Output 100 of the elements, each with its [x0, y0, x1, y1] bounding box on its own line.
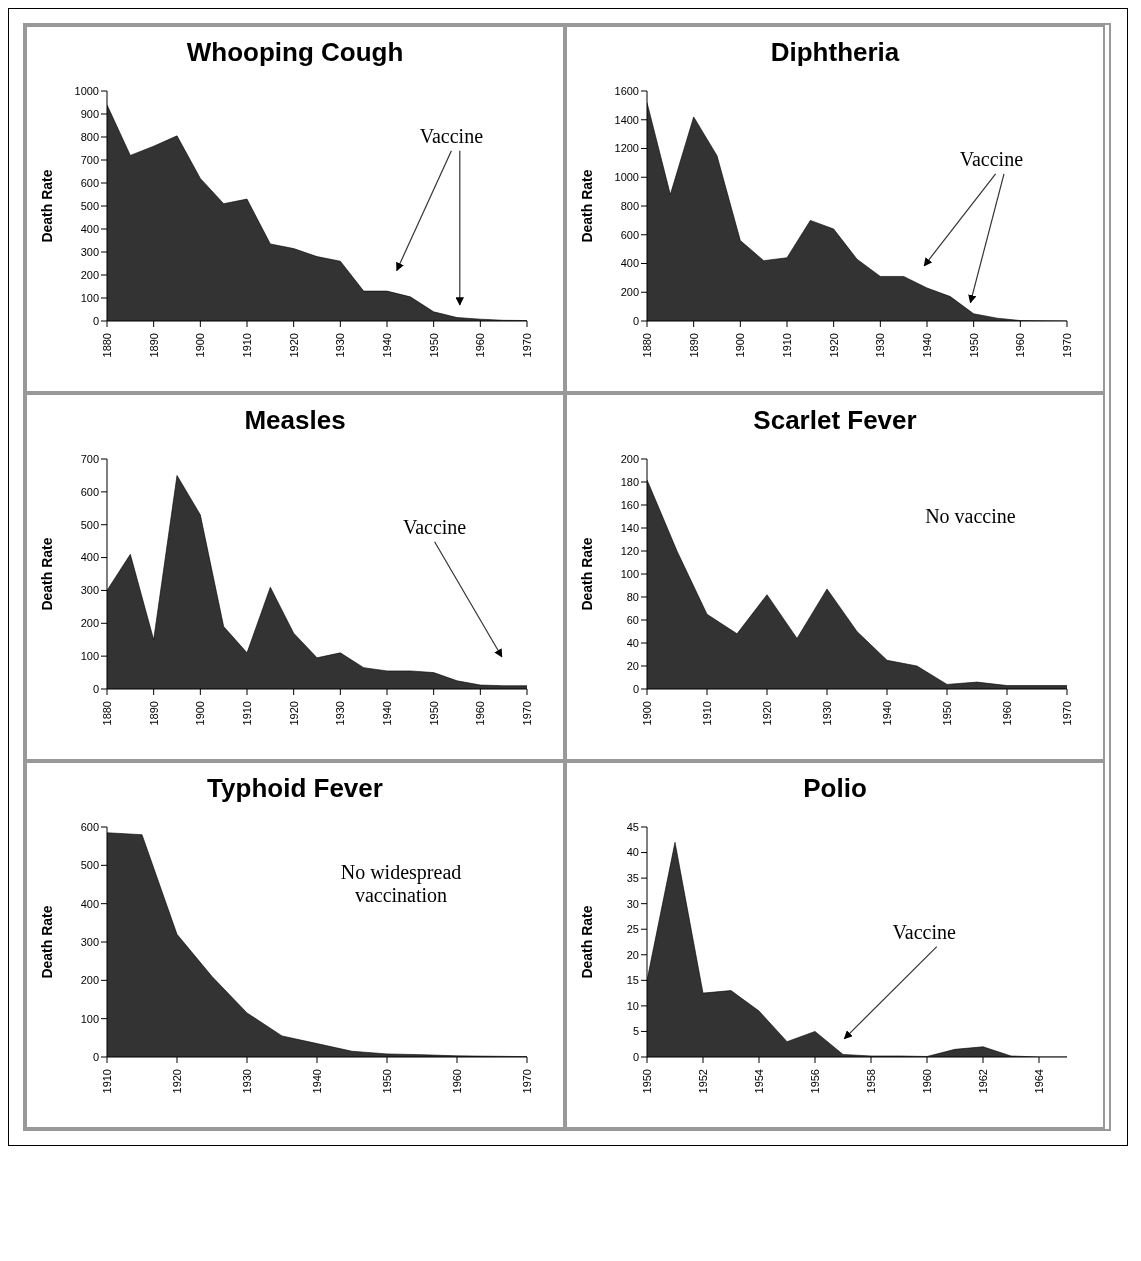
y-tick-label: 700: [80, 153, 99, 166]
y-tick-label: 0: [632, 682, 639, 695]
annotation: Vaccine: [958, 148, 1025, 171]
x-tick-label: 1950: [641, 1069, 653, 1094]
y-tick-label: 600: [80, 485, 99, 498]
x-tick-label: 1900: [641, 701, 653, 726]
x-tick-label: 1940: [921, 333, 933, 358]
y-tick-label: 400: [80, 897, 99, 910]
y-tick-label: 200: [80, 268, 99, 281]
x-tick-label: 1970: [521, 333, 533, 358]
y-tick-label: 35: [626, 872, 639, 885]
y-tick-label: 45: [626, 820, 639, 833]
y-tick-label: 0: [92, 314, 99, 327]
y-tick-label: 100: [80, 650, 99, 663]
y-tick-label: 120: [620, 544, 639, 557]
chart-title: Typhoid Fever: [206, 773, 384, 805]
y-tick-label: 800: [80, 130, 99, 143]
y-tick-label: 40: [626, 846, 639, 859]
y-axis-title: Death Rate: [578, 905, 595, 979]
y-tick-label: 0: [632, 1050, 639, 1063]
x-tick-label: 1940: [311, 1069, 323, 1094]
x-tick-label: 1960: [474, 333, 487, 358]
y-tick-label: 140: [620, 521, 639, 534]
annotation: Vaccine: [401, 516, 468, 539]
y-tick-label: 60: [626, 613, 639, 626]
x-tick-label: 1900: [194, 333, 207, 358]
y-tick-label: 1400: [614, 113, 639, 126]
y-tick-label: 10: [626, 999, 639, 1012]
chart-title: Measles: [243, 405, 347, 437]
y-tick-label: 100: [80, 291, 99, 304]
y-tick-label: 600: [80, 820, 99, 833]
y-tick-label: 200: [80, 974, 99, 987]
y-axis-title: Death Rate: [578, 169, 595, 243]
annotation: No widespread vaccination: [339, 861, 463, 907]
x-tick-label: 1910: [701, 701, 713, 726]
y-tick-label: 20: [626, 659, 639, 672]
y-tick-label: 80: [626, 590, 639, 603]
x-tick-label: 1940: [381, 333, 393, 358]
x-tick-label: 1956: [809, 1069, 821, 1094]
y-tick-label: 1000: [614, 171, 639, 184]
x-tick-label: 1960: [474, 701, 487, 726]
y-tick-label: 500: [80, 859, 99, 872]
x-tick-label: 1910: [241, 701, 253, 726]
y-tick-label: 5: [632, 1025, 639, 1038]
chart-title: Whooping Cough: [185, 37, 405, 69]
annotation: Vaccine: [418, 125, 485, 148]
x-tick-label: 1950: [427, 701, 440, 726]
x-tick-label: 1920: [827, 333, 840, 358]
x-tick-label: 1910: [781, 333, 793, 358]
x-tick-label: 1962: [977, 1069, 989, 1094]
x-tick-label: 1960: [921, 1069, 933, 1094]
y-tick-label: 30: [626, 897, 639, 910]
chart-title: Diphtheria: [769, 37, 901, 69]
y-tick-label: 1000: [74, 84, 99, 97]
y-tick-label: 1600: [614, 84, 639, 97]
annotation: Vaccine: [891, 920, 957, 944]
y-axis-title: Death Rate: [578, 537, 595, 611]
y-tick-label: 400: [80, 222, 99, 235]
y-tick-label: 15: [626, 974, 639, 987]
chart-title: Polio: [802, 773, 868, 805]
x-tick-label: 1910: [101, 1069, 113, 1094]
y-tick-label: 200: [80, 617, 99, 630]
y-axis-title: Death Rate: [38, 169, 55, 243]
y-tick-label: 100: [80, 1012, 99, 1025]
y-tick-label: 300: [80, 935, 99, 948]
y-tick-label: 200: [620, 286, 639, 299]
x-tick-label: 1920: [171, 1069, 183, 1094]
x-tick-label: 1960: [451, 1069, 463, 1094]
x-tick-label: 1960: [1001, 701, 1013, 726]
x-tick-label: 1970: [521, 701, 533, 726]
y-tick-label: 500: [80, 199, 99, 212]
x-tick-label: 1940: [381, 701, 393, 726]
y-axis-title: Death Rate: [38, 905, 55, 979]
y-tick-label: 0: [92, 1050, 99, 1063]
y-tick-label: 160: [620, 498, 639, 511]
x-tick-label: 1920: [287, 701, 300, 726]
y-tick-label: 20: [626, 948, 639, 961]
x-tick-label: 1940: [881, 701, 893, 726]
x-tick-label: 1970: [521, 1069, 533, 1094]
y-tick-label: 700: [80, 452, 99, 465]
y-tick-label: 1200: [614, 142, 639, 155]
y-tick-label: 0: [632, 314, 639, 327]
y-tick-label: 40: [626, 636, 639, 649]
x-tick-label: 1950: [941, 701, 953, 726]
y-tick-label: 600: [620, 228, 639, 241]
y-tick-label: 300: [80, 245, 99, 258]
x-tick-label: 1952: [697, 1069, 709, 1094]
x-tick-label: 1880: [101, 701, 113, 726]
x-tick-label: 1960: [1014, 333, 1027, 358]
y-tick-label: 400: [80, 551, 99, 564]
y-tick-label: 200: [620, 452, 639, 465]
x-tick-label: 1900: [194, 701, 207, 726]
y-tick-label: 400: [620, 257, 639, 270]
x-tick-label: 1930: [821, 701, 833, 726]
y-tick-label: 800: [620, 199, 639, 212]
y-tick-label: 500: [80, 518, 99, 531]
annotation: No vaccine: [924, 504, 1017, 528]
x-tick-label: 1950: [427, 333, 440, 358]
x-tick-label: 1930: [334, 701, 347, 726]
y-tick-label: 300: [80, 584, 99, 597]
